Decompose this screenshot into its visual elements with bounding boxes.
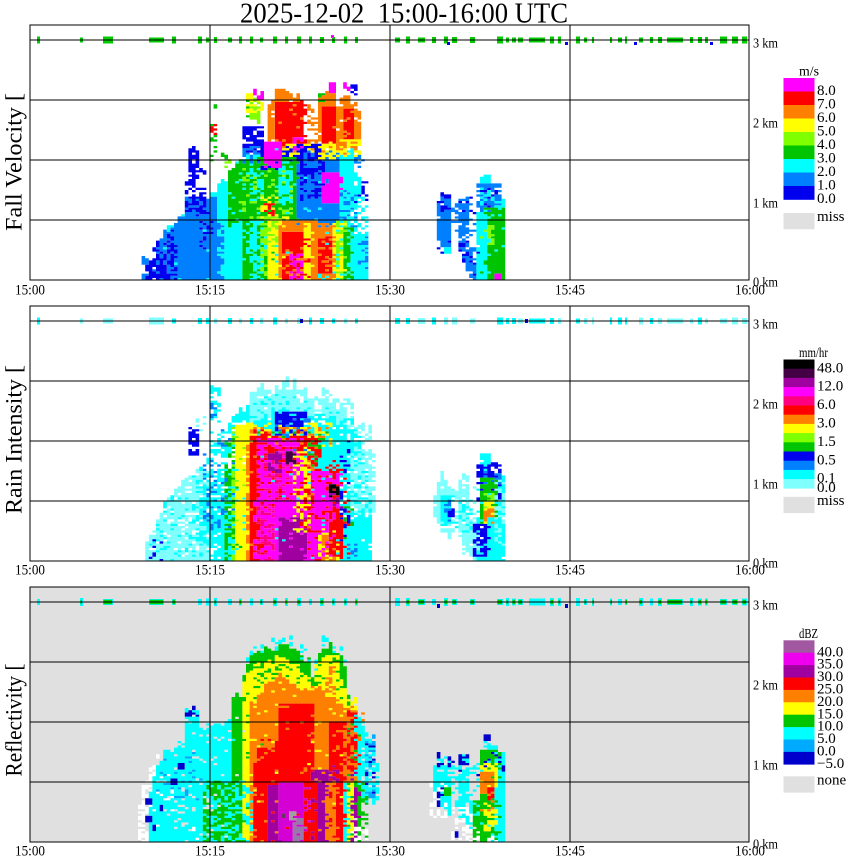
svg-text:3 km: 3 km — [753, 599, 778, 614]
svg-text:0 km: 0 km — [753, 557, 778, 572]
svg-text:15:15: 15:15 — [195, 844, 225, 860]
svg-text:mm/hr: mm/hr — [799, 346, 828, 361]
svg-text:7.0: 7.0 — [817, 97, 836, 113]
svg-text:6.0: 6.0 — [817, 110, 836, 126]
svg-text:4.0: 4.0 — [817, 137, 836, 153]
svg-text:1 km: 1 km — [753, 197, 778, 212]
svg-text:Rain Intensity [: Rain Intensity [ — [2, 365, 27, 514]
svg-text:35.0: 35.0 — [817, 657, 843, 673]
svg-text:2.0: 2.0 — [817, 164, 836, 180]
svg-text:3.0: 3.0 — [817, 151, 836, 167]
svg-text:2 km: 2 km — [753, 679, 778, 694]
svg-text:1 km: 1 km — [753, 478, 778, 493]
svg-text:16:00: 16:00 — [735, 283, 765, 299]
svg-text:10.0: 10.0 — [817, 719, 843, 735]
svg-text:16:00: 16:00 — [735, 563, 765, 579]
svg-text:−5.0: −5.0 — [817, 756, 844, 772]
svg-text:15.0: 15.0 — [817, 706, 843, 722]
svg-text:dBZ: dBZ — [799, 627, 818, 642]
svg-text:48.0: 48.0 — [817, 360, 843, 376]
svg-text:15:45: 15:45 — [555, 283, 585, 299]
svg-text:15:15: 15:15 — [195, 283, 225, 299]
svg-text:8.0: 8.0 — [817, 83, 836, 99]
svg-text:25.0: 25.0 — [817, 682, 843, 698]
svg-text:16:00: 16:00 — [735, 844, 765, 860]
svg-text:miss: miss — [817, 493, 845, 509]
svg-text:none: none — [817, 772, 847, 788]
svg-text:0 km: 0 km — [753, 838, 778, 853]
svg-text:0.5: 0.5 — [817, 452, 836, 468]
svg-text:40.0: 40.0 — [817, 644, 843, 660]
svg-text:5.0: 5.0 — [817, 731, 836, 747]
svg-text:15:00: 15:00 — [15, 844, 45, 860]
svg-text:2 km: 2 km — [753, 398, 778, 413]
svg-text:30.0: 30.0 — [817, 669, 843, 685]
svg-text:6.0: 6.0 — [817, 397, 836, 413]
svg-text:12.0: 12.0 — [817, 379, 843, 395]
svg-text:15:00: 15:00 — [15, 563, 45, 579]
svg-text:15:45: 15:45 — [555, 844, 585, 860]
svg-text:5.0: 5.0 — [817, 124, 836, 140]
svg-text:3 km: 3 km — [753, 37, 778, 52]
svg-text:15:30: 15:30 — [375, 563, 405, 579]
svg-text:0.1: 0.1 — [817, 471, 836, 487]
svg-text:0 km: 0 km — [753, 276, 778, 291]
svg-text:m/s: m/s — [799, 65, 819, 80]
svg-text:0.0: 0.0 — [817, 191, 836, 207]
svg-text:miss: miss — [817, 209, 845, 225]
svg-text:1.0: 1.0 — [817, 178, 836, 194]
svg-text:15:15: 15:15 — [195, 563, 225, 579]
svg-text:0.0: 0.0 — [817, 744, 836, 760]
svg-text:1 km: 1 km — [753, 759, 778, 774]
svg-text:15:30: 15:30 — [375, 283, 405, 299]
svg-text:1.5: 1.5 — [817, 434, 836, 450]
svg-text:15:00: 15:00 — [15, 283, 45, 299]
svg-text:Fall Velocity [: Fall Velocity [ — [2, 93, 27, 231]
svg-text:15:45: 15:45 — [555, 563, 585, 579]
svg-text:3 km: 3 km — [753, 318, 778, 333]
svg-text:2 km: 2 km — [753, 117, 778, 132]
svg-text:20.0: 20.0 — [817, 694, 843, 710]
svg-text:15:30: 15:30 — [375, 844, 405, 860]
svg-text:3.0: 3.0 — [817, 416, 836, 432]
svg-text:0.0: 0.0 — [817, 480, 836, 496]
svg-text:Reflectivity [: Reflectivity [ — [2, 664, 27, 777]
